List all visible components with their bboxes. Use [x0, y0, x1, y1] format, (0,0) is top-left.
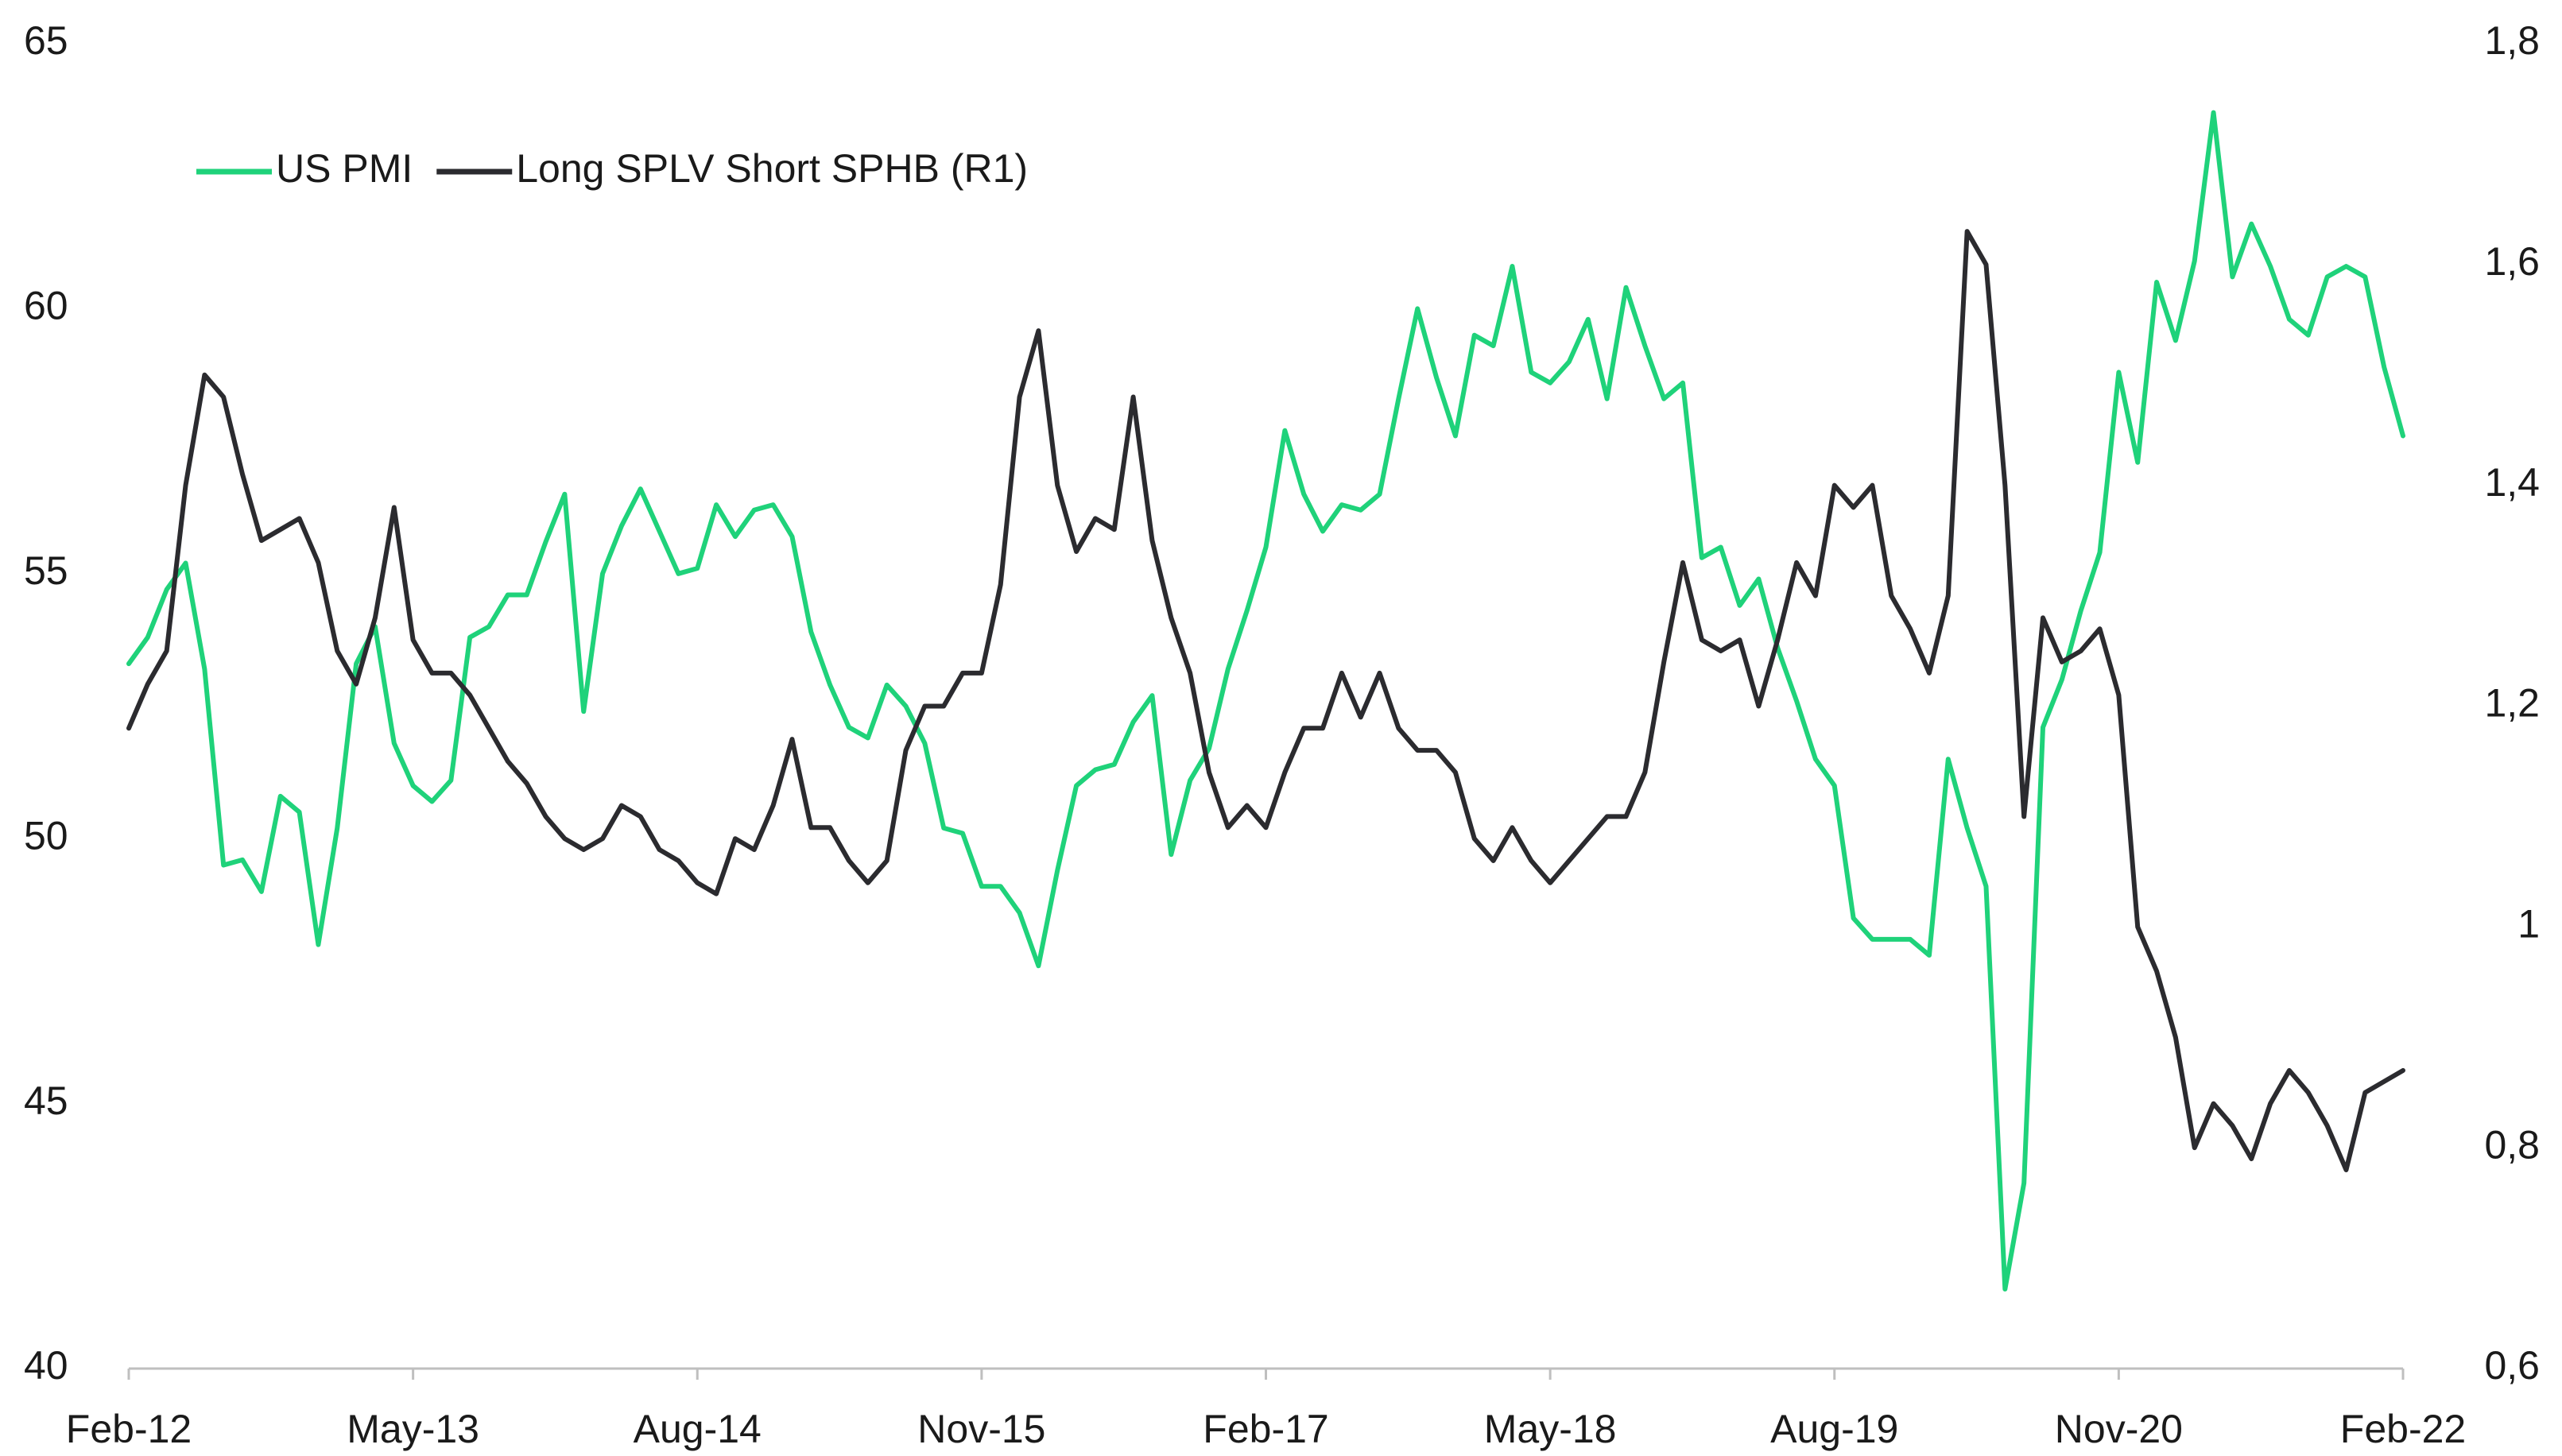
- line-series: [126, 229, 2405, 1172]
- y2-tick-label: 1,6: [2484, 239, 2540, 284]
- x-tick-label: May-13: [347, 1407, 479, 1451]
- y-tick-label: 65: [24, 18, 68, 63]
- y-tick-label: 45: [24, 1078, 68, 1123]
- y-tick-label: 40: [24, 1343, 68, 1388]
- legend-label: US PMI: [276, 146, 413, 191]
- x-tick-label: Aug-14: [634, 1407, 762, 1451]
- y-tick-label: 60: [24, 284, 68, 328]
- y2-tick-label: 0,8: [2484, 1122, 2540, 1167]
- y2-tick-label: 1,8: [2484, 18, 2540, 63]
- y2-tick-label: 1: [2517, 902, 2540, 947]
- x-tick-label: Nov-20: [2055, 1407, 2183, 1451]
- x-tick-label: May-18: [1484, 1407, 1617, 1451]
- y2-tick-label: 1,2: [2484, 681, 2540, 726]
- y-tick-label: 50: [24, 813, 68, 858]
- x-tick-label: Aug-19: [1770, 1407, 1898, 1451]
- x-tick-label: Feb-12: [66, 1407, 192, 1451]
- y2-tick-label: 1,4: [2484, 460, 2540, 505]
- y2-tick-label: 0,6: [2484, 1343, 2540, 1388]
- x-tick-label: Nov-15: [917, 1407, 1045, 1451]
- y-tick-label: 55: [24, 548, 68, 593]
- line-series: [126, 110, 2405, 1291]
- legend-label: Long SPLV Short SPHB (R1): [516, 146, 1028, 191]
- x-tick-label: Feb-22: [2340, 1407, 2466, 1451]
- x-tick-label: Feb-17: [1203, 1407, 1328, 1451]
